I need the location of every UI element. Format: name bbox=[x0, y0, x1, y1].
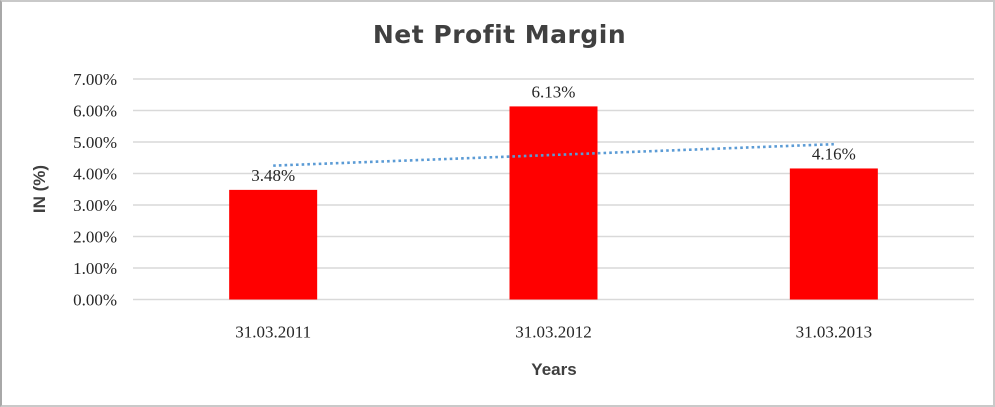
x-category-label: 31.03.2012 bbox=[515, 323, 592, 342]
trendline bbox=[273, 142, 834, 167]
data-label: 3.48% bbox=[251, 166, 295, 185]
bar-series-31.03.2013 bbox=[789, 168, 878, 300]
y-tick-label: 0.00% bbox=[73, 291, 117, 310]
y-axis-title: IN (%) bbox=[30, 164, 49, 214]
chart-title: Net Profit Margin bbox=[372, 20, 627, 49]
y-tick-label: 5.00% bbox=[73, 133, 117, 152]
x-category-label: 31.03.2013 bbox=[796, 323, 873, 342]
y-tick-label: 1.00% bbox=[73, 259, 117, 278]
x-category-label: 31.03.2011 bbox=[235, 323, 311, 342]
y-tick-label: 3.00% bbox=[73, 196, 117, 215]
y-tick-label: 2.00% bbox=[73, 228, 117, 247]
data-label: 4.16% bbox=[812, 144, 856, 163]
bar-series-31.03.2011 bbox=[229, 189, 318, 300]
bar-series-31.03.2012 bbox=[509, 106, 598, 300]
data-label: 6.13% bbox=[532, 82, 576, 101]
y-tick-label: 4.00% bbox=[73, 165, 117, 184]
y-tick-label: 7.00% bbox=[73, 70, 117, 89]
y-tick-label: 6.00% bbox=[73, 102, 117, 121]
x-axis-title: Years bbox=[531, 360, 577, 379]
